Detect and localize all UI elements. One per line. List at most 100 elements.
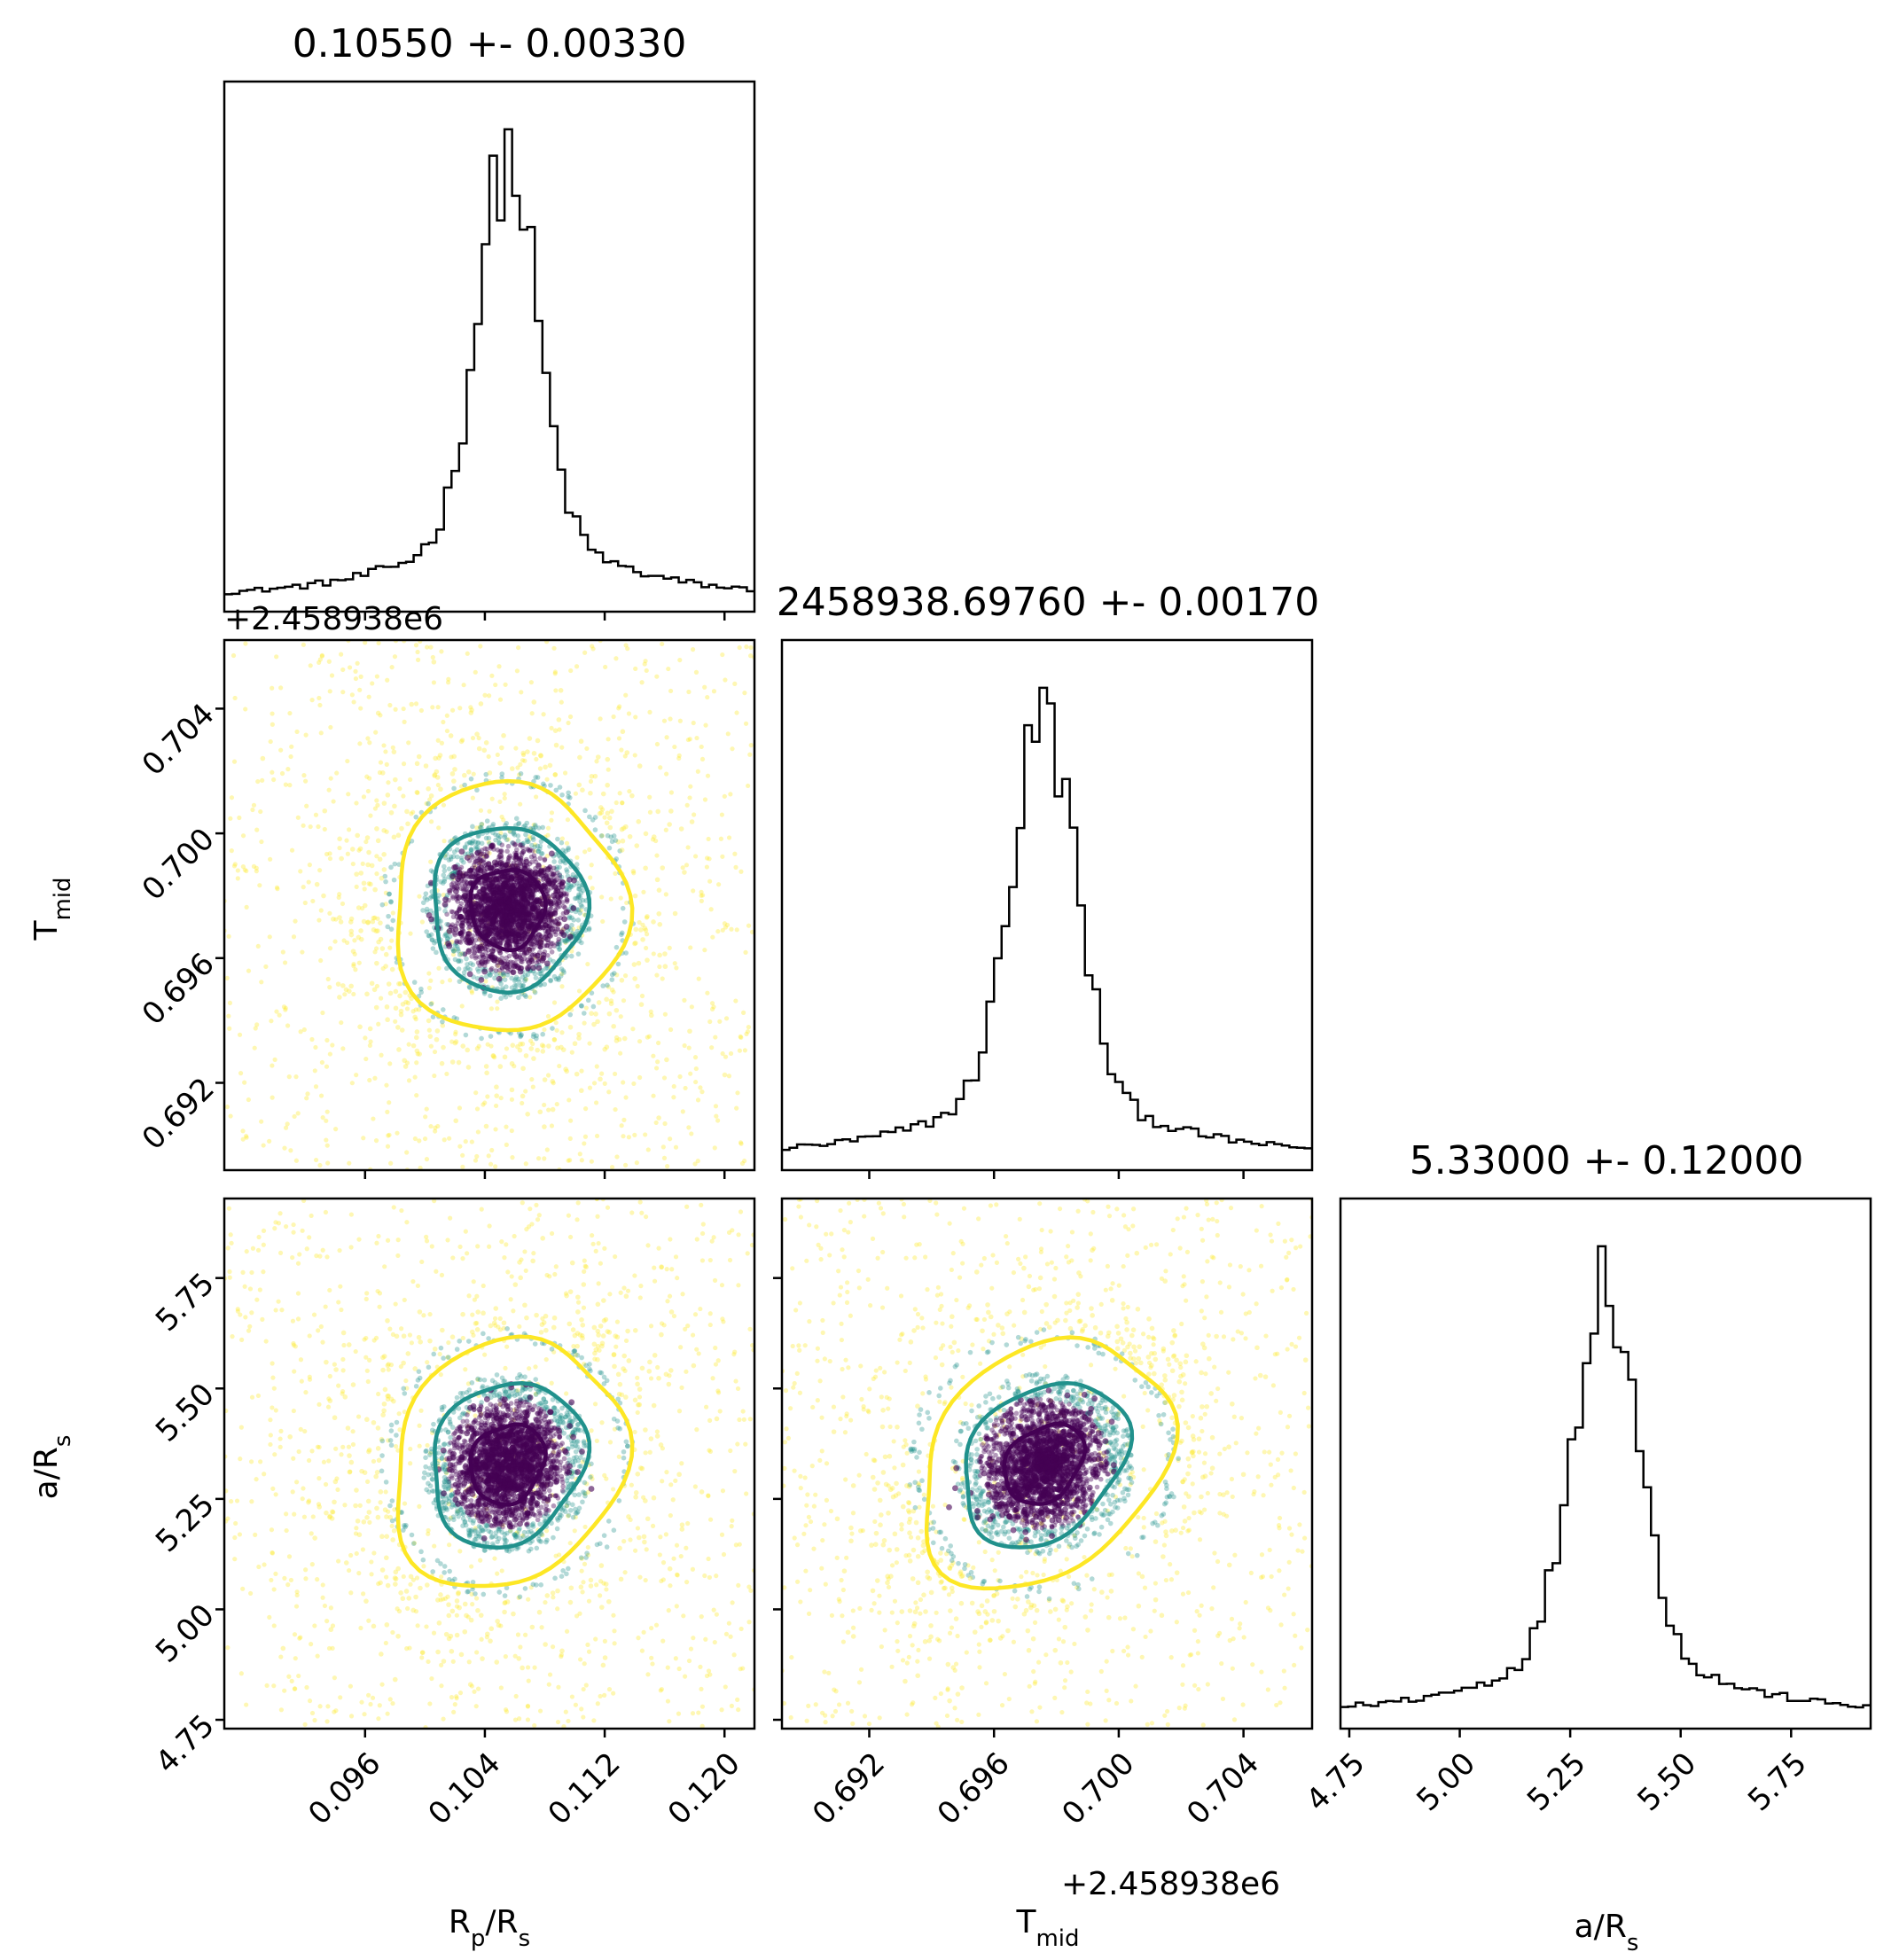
scatter-point: [577, 1657, 583, 1662]
scatter-point: [230, 1334, 235, 1339]
scatter-point: [413, 1017, 418, 1022]
hist-line-0: [224, 128, 754, 596]
scatter-point: [562, 770, 568, 776]
scatter-point: [542, 981, 548, 988]
scatter-point: [598, 1261, 603, 1266]
scatter-point: [369, 863, 375, 869]
scatter-point: [351, 699, 356, 705]
scatter-point: [540, 1316, 545, 1322]
scatter-point: [320, 1339, 325, 1345]
scatter-point: [497, 1064, 504, 1069]
scatter-point: [309, 1036, 315, 1042]
scatter-point: [745, 1251, 750, 1256]
scatter-point: [322, 826, 327, 832]
scatter-point: [479, 1206, 484, 1212]
scatter-point: [340, 1444, 346, 1449]
scatter-point: [656, 887, 662, 893]
scatter-point: [340, 1368, 346, 1373]
scatter-point: [374, 871, 379, 877]
scatter-point: [338, 1695, 343, 1700]
scatter-point: [520, 1200, 525, 1206]
scatter-point: [465, 769, 472, 775]
scatter-point: [322, 1603, 328, 1609]
scatter-point: [478, 864, 485, 871]
scatter-point: [542, 1124, 547, 1129]
scatter-point: [735, 1441, 740, 1447]
scatter-point: [495, 847, 500, 853]
scatter-point: [526, 1678, 531, 1683]
scatter-point: [685, 1520, 691, 1527]
scatter-point: [551, 1036, 557, 1042]
scatter-point: [512, 855, 520, 863]
scatter-point: [560, 968, 567, 973]
scatter-point: [247, 1324, 253, 1329]
scatter-point: [463, 1032, 469, 1038]
scatter-point: [438, 1592, 443, 1597]
scatter-point: [441, 1716, 446, 1722]
scatter-point: [277, 1436, 283, 1441]
scatter-point: [598, 1593, 603, 1598]
scatter-point: [520, 959, 525, 964]
scatter-point: [327, 1287, 332, 1293]
scatter-point: [277, 1250, 284, 1255]
scatter-point: [605, 756, 611, 762]
scatter-point: [528, 680, 534, 685]
scatter-point: [535, 1389, 542, 1395]
scatter-point: [688, 945, 693, 950]
scatter-point: [516, 1716, 522, 1722]
scatter-point: [464, 956, 469, 962]
scatter-point: [288, 1148, 293, 1153]
scatter-point: [257, 883, 262, 888]
scatter-point: [356, 1237, 362, 1242]
scatter-point: [226, 1206, 231, 1211]
scatter-point: [557, 1063, 562, 1069]
scatter-point: [514, 1375, 520, 1381]
scatter-point: [678, 1345, 684, 1350]
scatter-point: [232, 695, 238, 701]
scatter-point: [649, 1655, 654, 1660]
scatter-point: [449, 946, 456, 952]
scatter-point: [592, 773, 598, 779]
scatter-point: [563, 909, 570, 916]
scatter-point: [273, 1408, 278, 1413]
scatter-point: [324, 1064, 330, 1069]
scatter-point: [258, 1459, 263, 1464]
scatter-point: [454, 847, 460, 853]
scatter-point: [375, 710, 381, 716]
scatter-point: [418, 986, 424, 992]
scatter-point: [567, 883, 574, 888]
scatter-point: [598, 716, 603, 722]
scatter-point: [484, 865, 491, 871]
scatter-point: [541, 781, 546, 787]
scatter-point: [699, 1089, 705, 1095]
scatter-point: [427, 797, 433, 802]
scatter-point: [659, 1578, 664, 1584]
scatter-point: [428, 908, 434, 914]
scatter-point: [641, 889, 646, 894]
scatter-point: [666, 666, 671, 672]
scatter-point: [354, 1526, 359, 1531]
scatter-point: [715, 929, 721, 934]
scatter-point: [600, 1333, 606, 1339]
scatter-point: [528, 894, 535, 901]
scatter-point: [279, 1308, 285, 1313]
scatter-point: [355, 660, 360, 666]
scatter-point: [270, 685, 275, 691]
scatter-point: [535, 848, 541, 854]
scatter-point: [599, 1420, 605, 1425]
scatter-point: [495, 886, 501, 893]
scatter-point: [381, 800, 387, 806]
scatter-point: [518, 801, 523, 807]
scatter-point: [747, 752, 753, 757]
scatter-point: [594, 1582, 599, 1588]
scatter-point: [536, 1213, 542, 1218]
scatter-point: [360, 906, 365, 911]
scatter-point: [385, 1396, 391, 1402]
scatter-point: [619, 826, 625, 832]
scatter-point: [402, 1297, 407, 1303]
scatter-point: [378, 1500, 383, 1505]
scatter-point: [484, 1635, 489, 1640]
scatter-point: [483, 979, 488, 984]
scatter-point: [361, 794, 367, 800]
scatter-point: [381, 867, 387, 872]
